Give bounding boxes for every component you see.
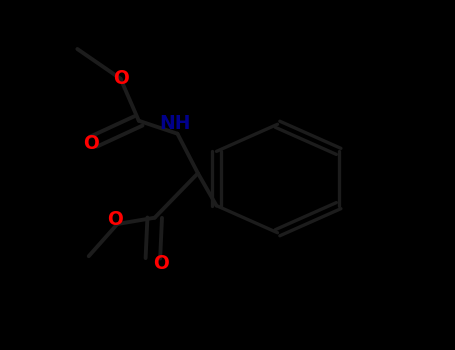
Text: O: O bbox=[107, 210, 123, 229]
Text: O: O bbox=[153, 254, 169, 273]
Text: O: O bbox=[83, 134, 99, 153]
Text: NH: NH bbox=[159, 114, 191, 133]
Text: O: O bbox=[113, 69, 128, 88]
